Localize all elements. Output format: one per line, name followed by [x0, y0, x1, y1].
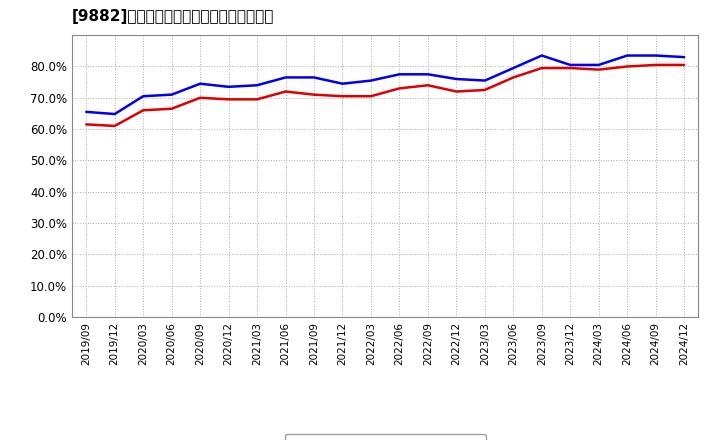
固定長期適合率: [196, 95, 204, 100]
固定長期適合率: [338, 94, 347, 99]
固定比率: [196, 81, 204, 86]
固定長期適合率: [366, 94, 375, 99]
固定長期適合率: [82, 122, 91, 127]
固定長期適合率: [139, 108, 148, 113]
固定比率: [282, 75, 290, 80]
固定比率: [225, 84, 233, 89]
固定比率: [139, 94, 148, 99]
固定長期適合率: [566, 66, 575, 71]
固定比率: [310, 75, 318, 80]
固定比率: [480, 78, 489, 83]
固定比率: [452, 77, 461, 82]
固定比率: [366, 78, 375, 83]
固定比率: [395, 72, 404, 77]
固定比率: [566, 62, 575, 68]
固定長期適合率: [395, 86, 404, 91]
固定比率: [623, 53, 631, 58]
固定長期適合率: [253, 97, 261, 102]
固定長期適合率: [282, 89, 290, 94]
Text: [9882]　固定比率、固定長期適合率の推移: [9882] 固定比率、固定長期適合率の推移: [72, 9, 274, 24]
固定比率: [167, 92, 176, 97]
固定比率: [423, 72, 432, 77]
固定長期適合率: [509, 75, 518, 80]
固定比率: [509, 66, 518, 71]
固定比率: [537, 53, 546, 58]
固定長期適合率: [225, 97, 233, 102]
固定長期適合率: [452, 89, 461, 94]
固定長期適合率: [652, 62, 660, 68]
固定長期適合率: [110, 123, 119, 128]
固定長期適合率: [623, 64, 631, 69]
固定比率: [110, 111, 119, 117]
固定比率: [652, 53, 660, 58]
Line: 固定比率: 固定比率: [86, 55, 684, 114]
固定比率: [82, 109, 91, 114]
固定長期適合率: [167, 106, 176, 111]
固定長期適合率: [310, 92, 318, 97]
固定比率: [680, 55, 688, 60]
固定比率: [595, 62, 603, 68]
固定長期適合率: [595, 67, 603, 72]
固定比率: [253, 83, 261, 88]
固定比率: [338, 81, 347, 86]
固定長期適合率: [480, 87, 489, 92]
固定長期適合率: [537, 66, 546, 71]
Legend: 固定比率, 固定長期適合率: 固定比率, 固定長期適合率: [284, 434, 486, 440]
固定長期適合率: [423, 83, 432, 88]
Line: 固定長期適合率: 固定長期適合率: [86, 65, 684, 126]
固定長期適合率: [680, 62, 688, 68]
